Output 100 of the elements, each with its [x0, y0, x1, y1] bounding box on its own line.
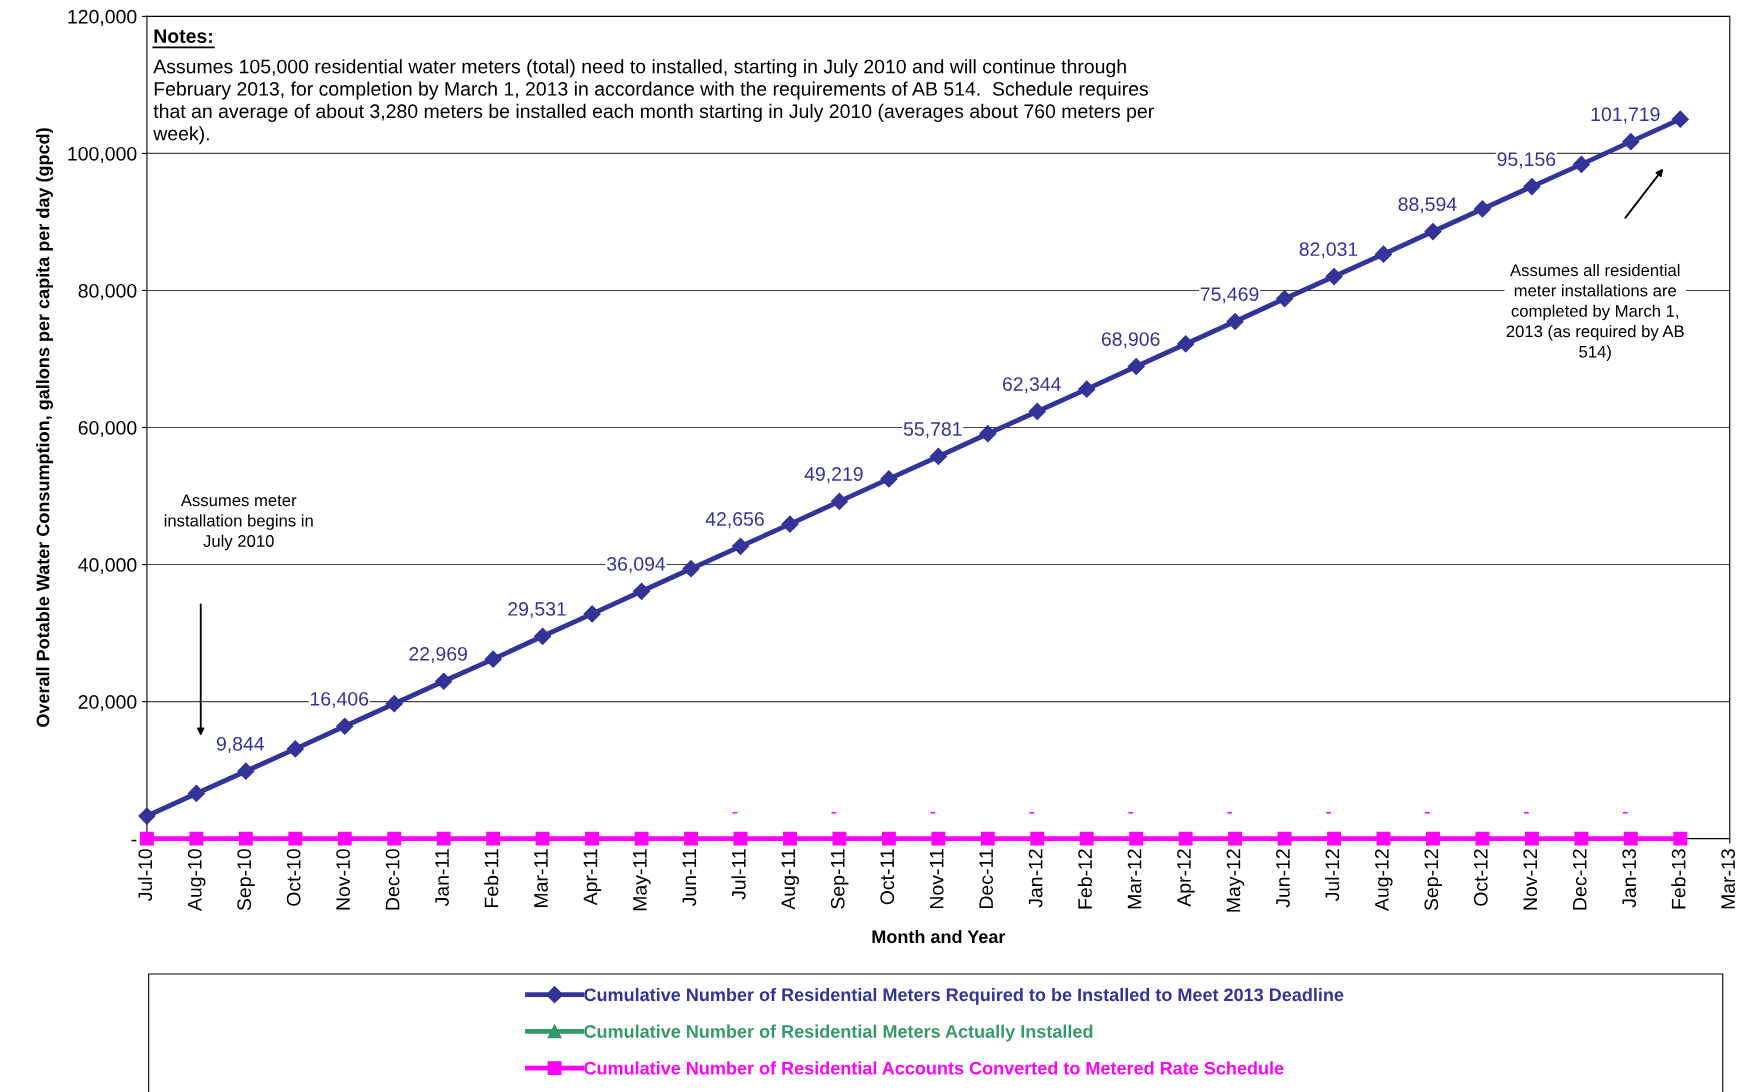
x-tick-label: Dec-10: [385, 849, 400, 910]
data-label: 29,531: [508, 602, 566, 619]
data-label: 82,031: [1299, 242, 1358, 259]
x-tick-label: Sep-10: [237, 849, 255, 911]
point: [1127, 357, 1145, 376]
point: [1078, 380, 1096, 398]
point: [237, 762, 255, 780]
x-tick-label: Oct-10: [286, 849, 301, 906]
point: [1524, 831, 1539, 846]
point: [139, 831, 154, 846]
x-tick-label: Jul-11: [731, 849, 746, 900]
point: [1028, 402, 1046, 421]
point: [1178, 831, 1193, 846]
point: [286, 740, 304, 758]
y-tick-label: 60,000: [78, 420, 137, 438]
data-label: 36,094: [607, 557, 666, 574]
x-tick-label: Feb-13: [1671, 849, 1686, 909]
x-tick-label: Oct-11: [880, 849, 895, 905]
point: [733, 831, 748, 846]
data-label: -: [1326, 812, 1331, 814]
data-label: 75,469: [1200, 287, 1259, 304]
y-tick-label: -: [131, 839, 137, 842]
x-tick-label: Aug-10: [187, 849, 206, 912]
point: [1327, 831, 1341, 846]
data-label: -: [732, 812, 738, 814]
x-tick-label: Jul-10: [137, 849, 153, 902]
data-label: -: [831, 812, 837, 814]
x-tick-label: Nov-10: [336, 849, 350, 910]
data-label: 22,969: [409, 646, 467, 664]
data-label: -: [930, 812, 936, 814]
y-tick-label: 120,000: [68, 9, 137, 26]
point: [1228, 831, 1243, 846]
data-label: 68,906: [1101, 332, 1160, 349]
legend-label: Cumulative Number of Residential Meters Required to be Installed to Meet 2013 Deadline: [584, 987, 1344, 1005]
y-tick-label: 100,000: [68, 146, 137, 163]
x-tick-label: Jun-12: [1276, 849, 1290, 908]
point: [634, 831, 649, 846]
data-label: -: [1425, 812, 1430, 814]
legend-label: Cumulative Number of Residential Accounts Converted to Metered Rate Schedule: [584, 1061, 1284, 1075]
point: [781, 515, 799, 533]
x-tick-label: Nov-12: [1523, 849, 1538, 910]
point: [1276, 290, 1294, 308]
data-label: 62,344: [1002, 377, 1061, 394]
x-tick-label: Feb-12: [1077, 849, 1092, 909]
point: [1030, 831, 1045, 846]
x-tick-label: Jan-12: [1028, 849, 1043, 908]
point: [583, 605, 601, 623]
point: [929, 447, 947, 465]
x-tick-label: Jun-11: [682, 849, 697, 907]
point: [1376, 831, 1391, 846]
point: [880, 470, 898, 488]
y-tick-label: 80,000: [78, 283, 137, 301]
data-label: 95,156: [1497, 152, 1556, 169]
point: [783, 831, 797, 846]
annotation: Assumes meter installation begins in July 2010: [164, 494, 313, 551]
x-tick-label: Jan-13: [1622, 849, 1637, 908]
point: [1671, 110, 1689, 128]
point: [1079, 831, 1094, 846]
y-tick-label: 20,000: [78, 695, 137, 712]
x-axis-title: Month and Year: [872, 929, 1006, 944]
point: [1424, 223, 1442, 241]
y-tick-label: 40,000: [78, 558, 137, 575]
point: [387, 831, 402, 846]
point: [1177, 335, 1195, 353]
point: [979, 425, 997, 443]
point: [1129, 831, 1144, 846]
data-label: 49,219: [804, 467, 863, 484]
y-axis-title: Overall Potable Water Consumption, gallons per capita per day (gpcd): [36, 128, 54, 727]
x-tick-label: Sep-11: [830, 849, 849, 909]
x-tick-label: Feb-11: [484, 849, 499, 907]
data-label: -: [1029, 812, 1035, 814]
x-tick-label: Mar-13: [1721, 849, 1735, 909]
x-tick-label: Oct-12: [1473, 849, 1488, 906]
point: [436, 831, 451, 846]
point: [1673, 831, 1688, 846]
point: [535, 831, 550, 846]
point: [682, 560, 700, 578]
point: [187, 784, 205, 802]
annotation: Assumes 105,000 residential water meters (total) need to installed, starting in July 2010 and will continue through February 2013, for completion by March 1, 2013 in accordance with the requirements of AB 514. Schedule requires that an average of about 3,280 meters be installed each month starting in July 2010 (averages about 760 meters per week).: [153, 59, 1154, 145]
data-label: -: [1622, 812, 1628, 814]
point: [1325, 268, 1343, 286]
x-tick-label: Jan-11: [435, 849, 449, 907]
x-tick-label: Mar-12: [1127, 849, 1142, 909]
point: [534, 627, 552, 645]
x-tick-label: Sep-12: [1424, 849, 1443, 911]
x-tick-label: Apr-12: [1177, 849, 1195, 907]
point: [980, 831, 995, 846]
point: [881, 831, 896, 846]
point: [1374, 245, 1393, 263]
point: [1574, 831, 1589, 846]
data-label: 101,719: [1591, 107, 1660, 124]
x-tick-label: Apr-11: [583, 849, 602, 906]
x-tick-label: Jul-12: [1324, 849, 1340, 902]
point: [1622, 133, 1640, 151]
point: [1277, 831, 1292, 846]
data-label: 9,844: [216, 736, 265, 753]
legend-label: Cumulative Number of Residential Meters Actually Installed: [584, 1024, 1093, 1042]
point: [1473, 200, 1491, 218]
point: [830, 492, 848, 510]
data-label: 55,781: [903, 422, 962, 439]
